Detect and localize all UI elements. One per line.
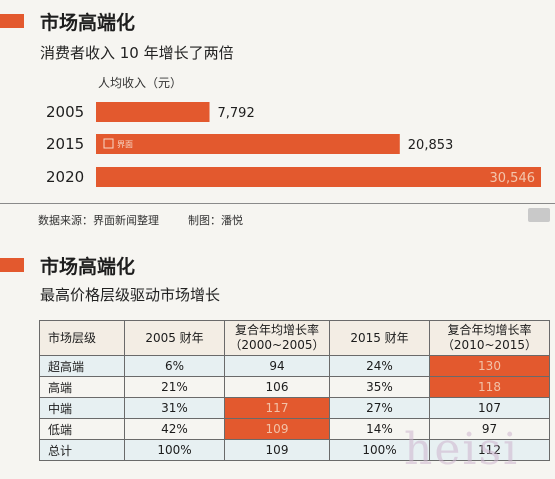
table-cell: 中端 bbox=[39, 397, 125, 419]
table-cell: 107 bbox=[429, 397, 550, 419]
section-title: 市场高端化 bbox=[40, 12, 136, 34]
bar bbox=[96, 134, 400, 154]
table-header: 2015 财年 bbox=[329, 320, 430, 356]
value-label: 30,546 bbox=[490, 171, 536, 186]
table-cell: 低端 bbox=[39, 418, 125, 440]
table-cell: 超高端 bbox=[39, 355, 125, 377]
table-cell: 130 bbox=[429, 355, 550, 377]
table-cell: 109 bbox=[224, 418, 330, 440]
table-cell: 118 bbox=[429, 376, 550, 398]
value-label: 7,792 bbox=[218, 106, 255, 121]
income-bar-chart: 人均收入（元） 2005 7,792 2015 20,853 界面 2020 30,546 bbox=[46, 76, 541, 187]
table-row: 中端 31% 117 27% 107 bbox=[39, 397, 550, 419]
watermark: heisi bbox=[404, 424, 520, 475]
table-header: 复合年均增长率 （2000~2005） bbox=[224, 320, 330, 356]
table-cell: 109 bbox=[224, 439, 330, 461]
table-cell: 总计 bbox=[39, 439, 125, 461]
bar bbox=[96, 102, 210, 122]
table-row: 高端 21% 106 35% 118 bbox=[39, 376, 550, 398]
chart-ylabel: 人均收入（元） bbox=[98, 76, 182, 90]
table-row: 超高端 6% 94 24% 130 bbox=[39, 355, 550, 377]
section-title: 市场高端化 bbox=[40, 256, 136, 278]
category-label: 2015 bbox=[46, 135, 84, 153]
section-marker bbox=[0, 14, 24, 28]
category-label: 2020 bbox=[46, 168, 84, 186]
section-subtitle: 消费者收入 10 年增长了两倍 bbox=[40, 44, 234, 62]
divider bbox=[0, 203, 555, 204]
table-header: 2005 财年 bbox=[124, 320, 225, 356]
table-row: 总计 100% 109 100% 112 bbox=[39, 439, 550, 461]
logo-text: 界面 bbox=[117, 140, 133, 149]
table-cell: 6% bbox=[124, 355, 225, 377]
chart-credit: 制图：潘悦 bbox=[188, 214, 243, 227]
table-cell: 27% bbox=[329, 397, 430, 419]
bar bbox=[96, 167, 541, 187]
table-cell: 21% bbox=[124, 376, 225, 398]
table-cell: 35% bbox=[329, 376, 430, 398]
data-source: 数据来源：界面新闻整理 bbox=[38, 214, 159, 227]
tag-icon bbox=[528, 208, 550, 222]
table-cell: 106 bbox=[224, 376, 330, 398]
table-header: 市场层级 bbox=[39, 320, 125, 356]
table-cell: 高端 bbox=[39, 376, 125, 398]
table-cell: 24% bbox=[329, 355, 430, 377]
category-label: 2005 bbox=[46, 103, 84, 121]
value-label: 20,853 bbox=[408, 138, 454, 153]
logo-icon bbox=[103, 138, 114, 149]
market-tier-table: 市场层级 2005 财年 复合年均增长率 （2000~2005） 2015 财年 … bbox=[39, 320, 550, 461]
section-marker bbox=[0, 258, 24, 272]
table-cell: 31% bbox=[124, 397, 225, 419]
table-cell: 42% bbox=[124, 418, 225, 440]
table-cell: 112 bbox=[429, 439, 550, 461]
table-cell: 117 bbox=[224, 397, 330, 419]
table-cell: 94 bbox=[224, 355, 330, 377]
table-cell: 97 bbox=[429, 418, 550, 440]
section-subtitle: 最高价格层级驱动市场增长 bbox=[40, 286, 221, 304]
table-header: 复合年均增长率 （2010~2015） bbox=[429, 320, 550, 356]
table-cell: 100% bbox=[329, 439, 430, 461]
table-header-row: 市场层级 2005 财年 复合年均增长率 （2000~2005） 2015 财年 … bbox=[39, 320, 550, 356]
table-cell: 100% bbox=[124, 439, 225, 461]
